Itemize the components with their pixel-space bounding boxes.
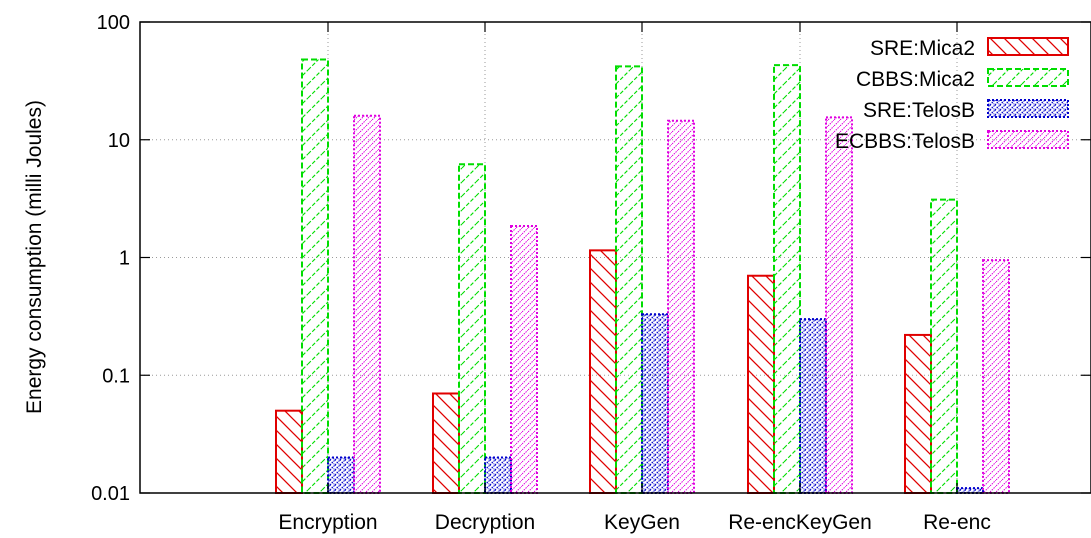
bar-sre-telosb	[327, 456, 355, 494]
bar-sre-mica2	[747, 274, 775, 495]
bar-ecbbs-telosb	[982, 259, 1010, 494]
legend-swatch	[987, 68, 1069, 87]
bar-ecbbs-telosb	[353, 114, 381, 494]
legend-swatch	[987, 130, 1069, 149]
x-category-label: KeyGen	[604, 511, 680, 534]
legend: SRE:Mica2 CBBS:Mica2 SRE:TelosB ECBBS:Telos…	[835, 37, 1069, 153]
bar-cbbs-mica2	[773, 64, 801, 494]
bar-cbbs-mica2	[301, 58, 329, 494]
x-category-label: Decryption	[435, 511, 535, 534]
bar-sre-mica2	[589, 249, 617, 494]
x-axis-categories: Encryption Decryption KeyGen Re-encKeyGen Re…	[278, 511, 990, 534]
y-tick-label: 0.01	[91, 483, 130, 505]
bars	[275, 58, 1010, 495]
y-tick-label: 100	[97, 12, 130, 34]
legend-label: ECBBS:TelosB	[835, 130, 975, 153]
legend-swatch	[987, 37, 1069, 56]
y-tick-label: 0.1	[102, 365, 130, 387]
bar-sre-mica2	[275, 409, 303, 495]
legend-label: SRE:TelosB	[863, 99, 975, 122]
bar-sre-telosb	[799, 318, 827, 494]
bar-sre-telosb	[484, 456, 512, 494]
bar-sre-telosb	[641, 313, 669, 494]
x-category-label: Re-enc	[923, 511, 991, 534]
bar-ecbbs-telosb	[667, 119, 695, 494]
bar-sre-mica2	[432, 392, 460, 495]
legend-label: CBBS:Mica2	[856, 68, 975, 91]
legend-swatch	[987, 99, 1069, 118]
y-tick-label: 10	[108, 130, 130, 152]
bar-cbbs-mica2	[458, 163, 486, 494]
x-category-label: Encryption	[278, 511, 377, 534]
y-axis-label: Energy consumption (milli Joules)	[23, 100, 46, 414]
y-tick-label: 1	[119, 248, 130, 270]
bar-cbbs-mica2	[615, 65, 643, 494]
legend-label: SRE:Mica2	[870, 37, 975, 60]
bar-sre-mica2	[904, 333, 932, 494]
bar-ecbbs-telosb	[825, 116, 853, 494]
bar-cbbs-mica2	[930, 198, 958, 495]
x-category-label: Re-encKeyGen	[728, 511, 872, 534]
bar-ecbbs-telosb	[510, 225, 538, 494]
y-axis-ticks: 0.01 0.1 1 10 100	[91, 12, 1091, 505]
